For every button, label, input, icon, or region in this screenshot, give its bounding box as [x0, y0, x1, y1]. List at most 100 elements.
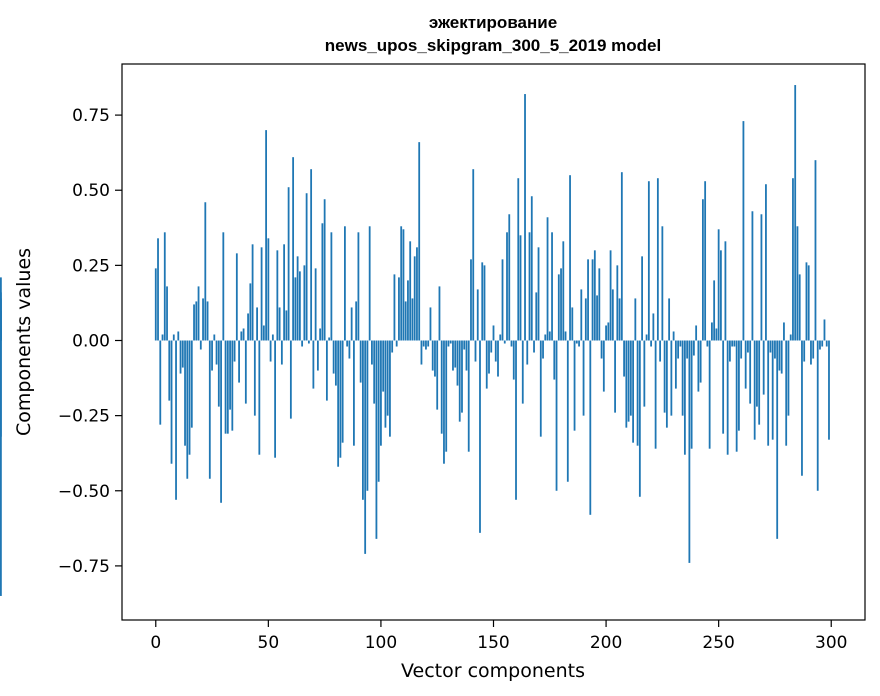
bar [166, 286, 168, 341]
bar [690, 340, 693, 449]
bar [238, 340, 240, 383]
bar [258, 340, 261, 455]
bar [244, 340, 247, 404]
bar [353, 340, 355, 446]
bar [528, 232, 531, 341]
bar [418, 142, 421, 341]
bar [681, 340, 684, 416]
y-axis-ticks: 0.75 0.50 0.25 0.00 −0.25 −0.50 −0.75 [58, 106, 122, 577]
bar [420, 340, 423, 365]
bar [537, 247, 540, 341]
bar [674, 340, 677, 389]
bar [643, 340, 646, 407]
bar [816, 340, 819, 491]
bar [463, 340, 466, 350]
bar [429, 307, 432, 341]
bar [539, 340, 542, 437]
bar [215, 340, 218, 365]
bar [544, 334, 547, 341]
bar [206, 301, 209, 341]
bar [783, 322, 785, 341]
y-tick-label: 0.50 [72, 181, 110, 201]
bar [188, 340, 191, 455]
bar [733, 340, 736, 347]
bar [578, 340, 580, 347]
bar [407, 280, 409, 341]
bar [695, 325, 698, 341]
bar [814, 160, 817, 341]
x-tick-label: 150 [477, 633, 509, 653]
bar [616, 265, 619, 341]
bar [623, 340, 625, 377]
bar [431, 340, 434, 371]
bar [476, 289, 479, 341]
bar [447, 340, 450, 347]
bar [386, 340, 389, 416]
bar [573, 340, 576, 431]
bar [647, 181, 650, 341]
bar [557, 274, 560, 341]
y-tick-label: −0.75 [58, 557, 110, 577]
bar [524, 94, 526, 341]
bar [233, 340, 236, 362]
bar [314, 268, 317, 341]
bar [452, 340, 454, 371]
bar [319, 328, 322, 341]
bar [760, 214, 763, 341]
bar [555, 340, 558, 491]
bar [303, 265, 306, 341]
bar [607, 322, 610, 341]
bar [722, 340, 725, 434]
bar [384, 340, 387, 428]
bar [186, 340, 189, 479]
bar [251, 244, 254, 341]
bar [197, 286, 200, 341]
bar [312, 340, 315, 389]
bar [436, 340, 439, 410]
bar [641, 256, 643, 341]
bar [357, 232, 360, 341]
bar [177, 331, 180, 341]
bar [735, 340, 738, 452]
bar [483, 265, 486, 341]
bar [589, 340, 592, 515]
bar [796, 226, 799, 341]
bar [713, 280, 716, 341]
bar [821, 340, 824, 347]
bar [190, 340, 193, 428]
bar [229, 340, 231, 410]
bar [521, 340, 524, 404]
bar [618, 298, 621, 341]
bar [269, 340, 272, 362]
bar [271, 334, 274, 341]
bar [582, 340, 585, 416]
bar [226, 340, 229, 434]
bar [274, 340, 276, 458]
bar [776, 340, 779, 539]
bar [686, 340, 689, 359]
bar [175, 340, 177, 500]
bar [765, 184, 767, 341]
bar [461, 340, 463, 413]
bar [494, 340, 497, 362]
y-tick-label: 0.25 [72, 256, 110, 276]
bar [400, 226, 403, 341]
bar [780, 340, 783, 374]
bar [296, 256, 299, 341]
bar [377, 340, 380, 482]
bar [569, 175, 571, 341]
bar [242, 328, 245, 341]
bar [323, 199, 326, 341]
bar [620, 172, 623, 341]
bar [404, 301, 407, 341]
y-tick-label: −0.50 [58, 482, 110, 502]
bar [584, 298, 587, 341]
bar [638, 340, 641, 497]
bar [321, 223, 324, 341]
bar [701, 199, 704, 341]
bar [828, 340, 830, 440]
bar [157, 238, 159, 341]
bar [391, 340, 394, 353]
bar [346, 340, 349, 347]
x-tick-label: 250 [702, 633, 734, 653]
